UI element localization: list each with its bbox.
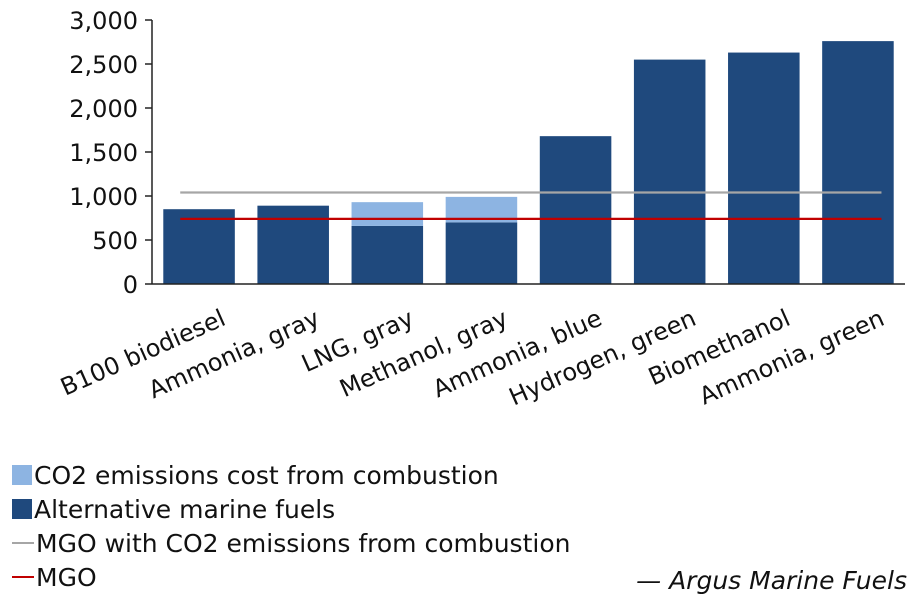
bar-alt-fuel	[728, 52, 800, 285]
legend-label-mgo: MGO	[36, 562, 97, 592]
bar-alt-fuel	[351, 225, 424, 284]
reference-lines-group	[180, 191, 882, 220]
y-tick-labels: 0 500 1,000 1,500 2,000 2,500 3,000	[69, 7, 152, 299]
y-tick-label: 1,500	[69, 139, 138, 167]
bar-alt-fuel	[633, 59, 706, 284]
legend-item-mgo-co2: MGO with CO2 emissions from combustion	[12, 526, 912, 560]
legend-line-mgo-co2	[12, 542, 34, 544]
y-tick-label: 500	[92, 227, 138, 255]
source-credit: — Argus Marine Fuels	[636, 566, 907, 595]
y-tick-label: 0	[123, 271, 138, 299]
legend-item-mgo: MGO	[12, 560, 912, 594]
y-tick-label: 2,500	[69, 51, 138, 79]
legend-label-co2: CO2 emissions cost from combustion	[34, 460, 499, 490]
y-tick-label: 1,000	[69, 183, 138, 211]
y-tick-label: 2,000	[69, 95, 138, 123]
legend-label-mgo-co2: MGO with CO2 emissions from combustion	[36, 528, 571, 558]
bar-alt-fuel	[257, 205, 329, 284]
bar-chart: 0 500 1,000 1,500 2,000 2,500 3,000 B100 biodi…	[56, 7, 905, 411]
legend-label-alt-fuels: Alternative marine fuels	[34, 494, 336, 524]
bar-alt-fuel	[445, 222, 518, 284]
bar-alt-fuel	[822, 41, 894, 285]
bars-group	[163, 41, 894, 285]
legend-swatch-co2	[12, 465, 32, 485]
legend: CO2 emissions cost from combustion Alter…	[12, 458, 912, 594]
y-tick-label: 3,000	[69, 7, 138, 35]
legend-item-alt-fuels: Alternative marine fuels	[12, 492, 912, 526]
legend-line-mgo	[12, 576, 34, 578]
bar-co2-cost	[351, 202, 424, 226]
bar-alt-fuel	[163, 209, 235, 284]
legend-item-co2: CO2 emissions cost from combustion	[12, 458, 912, 492]
legend-swatch-alt-fuels	[12, 499, 32, 519]
bar-alt-fuel	[539, 136, 612, 284]
